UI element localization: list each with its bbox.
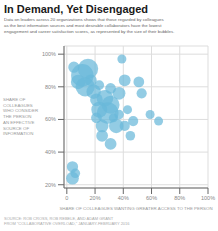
svg-text:60%: 60%	[45, 116, 56, 122]
svg-text:20%: 20%	[90, 195, 101, 201]
html-text:FROM "COLLABORATIVE OVERLOAD,": FROM "COLLABORATIVE OVERLOAD," JANUARY-F…	[4, 221, 130, 227]
svg-text:80%: 80%	[174, 195, 185, 201]
svg-text:60%: 60%	[146, 195, 157, 201]
svg-text:100%: 100%	[201, 195, 210, 201]
html-text:In Demand, Yet Disengaged: In Demand, Yet Disengaged	[4, 3, 149, 15]
svg-text:100%: 100%	[42, 51, 56, 57]
svg-text:20%: 20%	[45, 182, 56, 188]
svg-text:SHARE OF COLLEAGUES WANTING GR: SHARE OF COLLEAGUES WANTING GREATER ACCE…	[59, 206, 210, 211]
html-text:SHARE OF COLLEAGUES WHO CONSID: SHARE OF COLLEAGUES WHO CONSIDER THE PER…	[3, 97, 39, 137]
svg-text:40%: 40%	[118, 195, 129, 201]
svg-text:80%: 80%	[45, 84, 56, 90]
svg-text:40%: 40%	[45, 149, 56, 155]
html-text:SOURCE: ROB CROSS, ROB REBELE,: SOURCE: ROB CROSS, ROB REBELE, AND ADAM …	[4, 216, 114, 221]
html-text:Data on leaders across 20 orga: Data on leaders across 20 organizations …	[4, 17, 175, 34]
svg-text:0: 0	[65, 195, 68, 201]
